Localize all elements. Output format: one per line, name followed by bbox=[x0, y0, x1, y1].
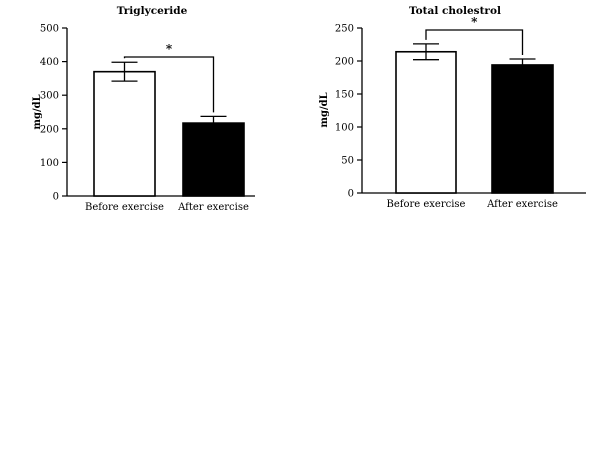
chart-ldl-cholestrol: LDL cholestrolmg/dL050100150200250Before… bbox=[300, 232, 600, 465]
chart-total-cholestrol: Total cholestrol mg/dL 0 50 100 150 200 250 Befo… bbox=[319, 5, 586, 210]
error-bar-before-exercise bbox=[413, 43, 439, 61]
error-bar-after-exercise bbox=[509, 58, 536, 72]
significance-marker: * bbox=[166, 42, 173, 56]
y-tick-label: 200 bbox=[335, 57, 354, 68]
error-bar-before-exercise bbox=[111, 61, 138, 82]
y-tick-label: 50 bbox=[341, 156, 354, 167]
y-axis-label: mg/dL bbox=[32, 94, 43, 129]
y-tick-label: 250 bbox=[335, 24, 354, 35]
y-tick-label: 150 bbox=[335, 90, 354, 101]
bar-before-exercise bbox=[395, 50, 457, 194]
y-tick-label: 0 bbox=[348, 189, 354, 200]
y-tick-label: 300 bbox=[40, 91, 59, 102]
y-tick-label: 500 bbox=[40, 24, 59, 35]
significance-bracket bbox=[425, 29, 524, 56]
y-tick-label: 0 bbox=[53, 192, 59, 203]
y-tick-label: 100 bbox=[335, 123, 354, 134]
bar-after-exercise bbox=[491, 64, 554, 194]
y-tick-label: 200 bbox=[40, 124, 59, 135]
significance-marker: * bbox=[471, 15, 478, 29]
significance-bracket bbox=[123, 56, 215, 113]
y-tick-label: 100 bbox=[40, 158, 59, 169]
error-bar-after-exercise bbox=[200, 115, 227, 131]
x-category-label: After exercise bbox=[486, 199, 558, 210]
y-tick-label: 400 bbox=[40, 57, 59, 68]
chart-title: Total cholestrol bbox=[409, 5, 501, 17]
x-category-label: Before exercise bbox=[85, 202, 164, 213]
x-category-label: After exercise bbox=[177, 202, 249, 213]
bar-after-exercise bbox=[182, 122, 245, 197]
bar-before-exercise bbox=[93, 70, 156, 197]
y-axis-label: mg/dL bbox=[319, 92, 330, 127]
x-category-label: Before exercise bbox=[387, 199, 466, 210]
chart-title: Triglyceride bbox=[117, 5, 188, 17]
chart-triglyceride: Triglyceride mg/dL 0 100 200 300 400 500 Before … bbox=[32, 5, 255, 213]
